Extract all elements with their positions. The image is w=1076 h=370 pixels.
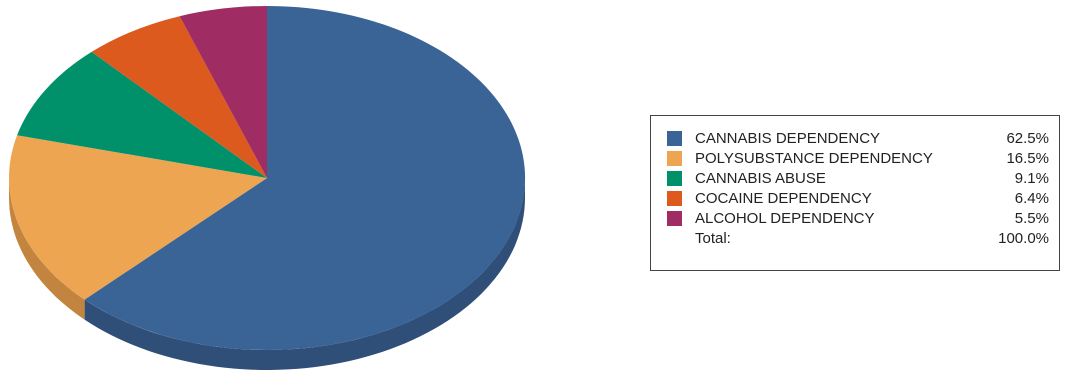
legend-value: 16.5% — [1006, 149, 1049, 167]
legend-value: 62.5% — [1006, 129, 1049, 147]
legend-total-row: Total: 100.0% — [667, 228, 1049, 248]
legend-swatch — [667, 210, 682, 226]
legend-swatch — [667, 170, 682, 186]
pie-slice — [84, 5, 526, 350]
pie-slice — [17, 51, 267, 178]
pie-slice — [9, 135, 268, 300]
pie-chart — [9, 5, 526, 370]
pie-slices — [9, 5, 526, 350]
legend-swatch — [667, 150, 682, 166]
legend-total-value: 100.0% — [998, 229, 1049, 247]
legend-value: 5.5% — [1014, 209, 1049, 227]
pie-slice-side — [9, 178, 85, 320]
pie-sides — [9, 178, 525, 370]
legend-swatch — [667, 130, 682, 146]
legend: CANNABIS DEPENDENCY 62.5% POLYSUBSTANCE DE… — [650, 115, 1060, 271]
pie-slice-side — [84, 178, 525, 370]
legend-swatch — [667, 190, 682, 206]
legend-value: 6.4% — [1014, 189, 1049, 207]
legend-item: COCAINE DEPENDENCY 6.4% — [667, 188, 1049, 208]
legend-item: CANNABIS DEPENDENCY 62.5% — [667, 128, 1049, 148]
legend-value: 9.1% — [1014, 169, 1049, 187]
pie-slice — [91, 16, 267, 179]
legend-label: ALCOHOL DEPENDENCY — [695, 209, 875, 227]
legend-item: ALCOHOL DEPENDENCY 5.5% — [667, 208, 1049, 228]
pie-slice — [179, 6, 267, 178]
legend-label: COCAINE DEPENDENCY — [695, 189, 872, 207]
legend-total-label: Total: — [695, 229, 731, 247]
legend-item: POLYSUBSTANCE DEPENDENCY 16.5% — [667, 148, 1049, 168]
legend-label: CANNABIS ABUSE — [695, 169, 826, 187]
legend-label: POLYSUBSTANCE DEPENDENCY — [695, 149, 933, 167]
legend-item: CANNABIS ABUSE 9.1% — [667, 168, 1049, 188]
legend-label: CANNABIS DEPENDENCY — [695, 129, 881, 147]
